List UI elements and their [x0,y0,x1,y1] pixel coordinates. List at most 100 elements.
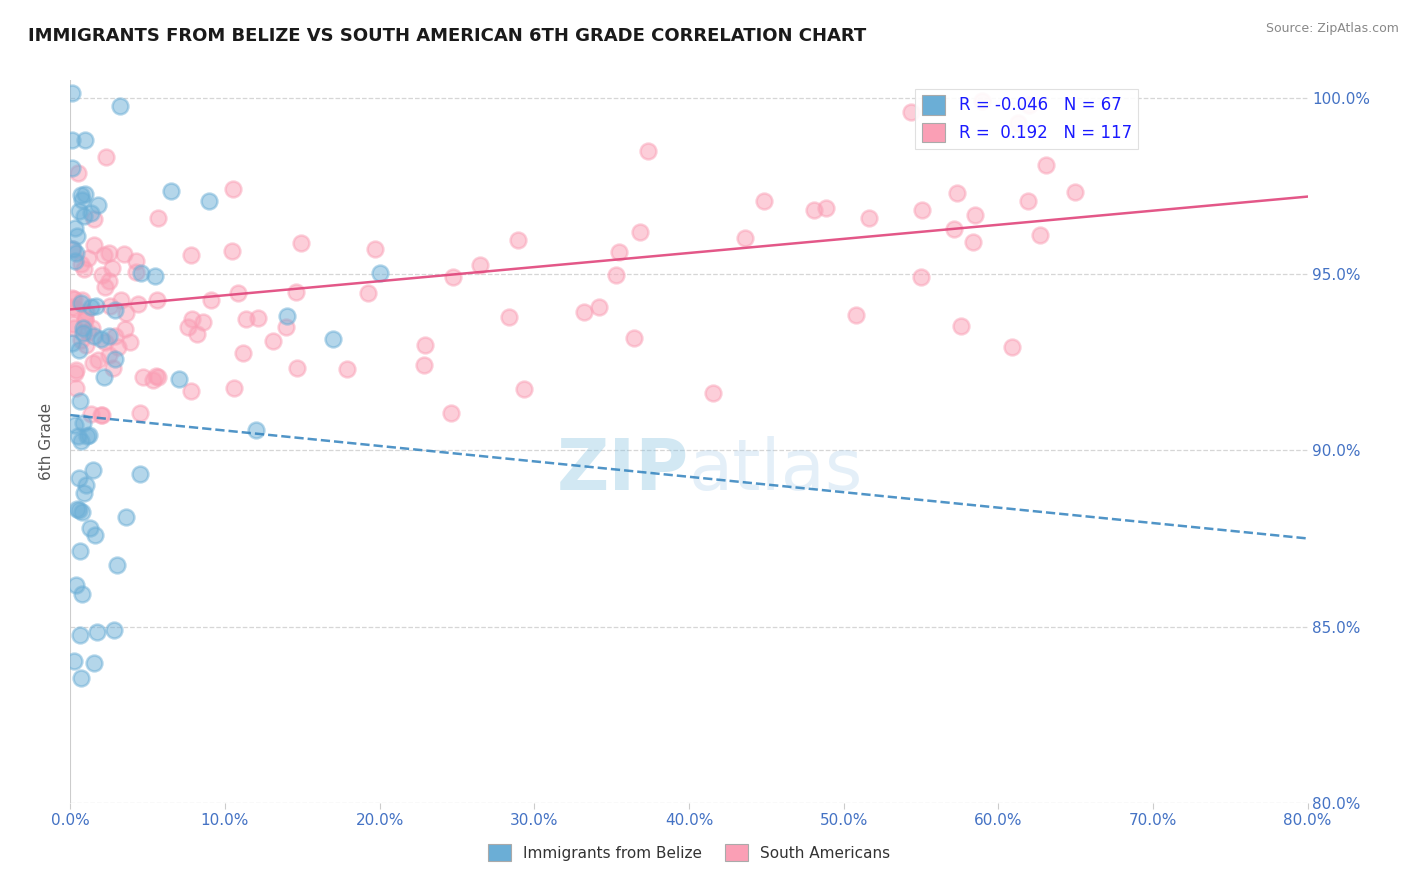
Point [1029,227,1052,242]
Point [357,286,380,301]
Point [65,381,87,395]
Point [94,279,117,293]
Point [90,408,112,422]
Point [246,310,269,325]
Point [63,301,86,315]
Point [945,186,967,200]
Point [900,105,922,120]
Point [180,248,202,262]
Point [965,208,987,222]
Point [60,301,83,315]
Point [94,150,117,164]
Point [262,334,284,348]
Point [637,144,659,158]
Point [1007,116,1029,130]
Point [245,423,267,437]
Point [82,356,104,370]
Point [114,247,136,261]
Point [160,184,183,198]
Point [413,338,436,352]
Point [104,328,127,343]
Point [63,292,86,306]
Point [73,311,96,326]
Point [1063,186,1085,200]
Point [70,257,93,271]
Point [80,206,103,220]
Point [911,203,934,218]
Point [69,544,91,558]
Text: atlas: atlas [689,436,863,505]
Text: IMMIGRANTS FROM BELIZE VS SOUTH AMERICAN 6TH GRADE CORRELATION CHART: IMMIGRANTS FROM BELIZE VS SOUTH AMERICAN… [28,27,866,45]
Point [91,268,114,282]
Point [322,333,344,347]
Point [290,235,312,250]
Point [63,321,86,335]
Point [100,260,122,275]
Point [60,242,83,256]
Point [132,369,155,384]
Point [77,252,100,266]
Point [80,320,103,334]
Point [115,510,138,524]
Point [76,325,98,339]
Point [83,656,105,670]
Point [67,204,90,219]
Point [63,654,86,668]
Point [67,166,90,180]
Point [67,503,90,517]
Point [200,293,222,308]
Point [108,99,131,113]
Text: ZIP: ZIP [557,436,689,505]
Point [75,338,97,352]
Point [962,235,984,249]
Point [72,262,94,277]
Point [191,315,214,329]
Point [69,671,91,685]
Point [62,318,84,332]
Point [702,386,724,401]
Point [104,303,127,318]
Point [73,133,96,147]
Point [70,187,93,202]
Point [803,203,825,218]
Point [186,326,208,341]
Point [67,471,90,485]
Point [60,133,83,147]
Y-axis label: 6th Grade: 6th Grade [39,403,55,480]
Point [605,268,627,282]
Point [83,328,105,343]
Point [103,624,125,638]
Point [75,305,97,319]
Point [146,370,169,384]
Point [83,212,105,227]
Point [468,258,491,272]
Point [198,194,221,208]
Point [69,393,91,408]
Point [1035,157,1057,171]
Point [588,301,610,315]
Point [63,221,86,235]
Point [368,266,391,280]
Point [63,366,86,380]
Point [73,486,96,500]
Point [145,369,167,384]
Point [69,627,91,641]
Point [93,370,115,384]
Point [1017,194,1039,208]
Point [181,312,204,326]
Point [1000,340,1022,354]
Point [118,334,141,349]
Point [114,306,136,320]
Point [84,528,107,542]
Point [97,348,120,362]
Point [734,231,756,245]
Point [228,286,250,301]
Point [845,309,868,323]
Point [67,428,90,442]
Point [65,362,87,376]
Point [129,266,152,280]
Point [943,222,966,236]
Point [972,95,994,109]
Legend: Immigrants from Belize, South Americans: Immigrants from Belize, South Americans [482,838,896,867]
Point [83,238,105,252]
